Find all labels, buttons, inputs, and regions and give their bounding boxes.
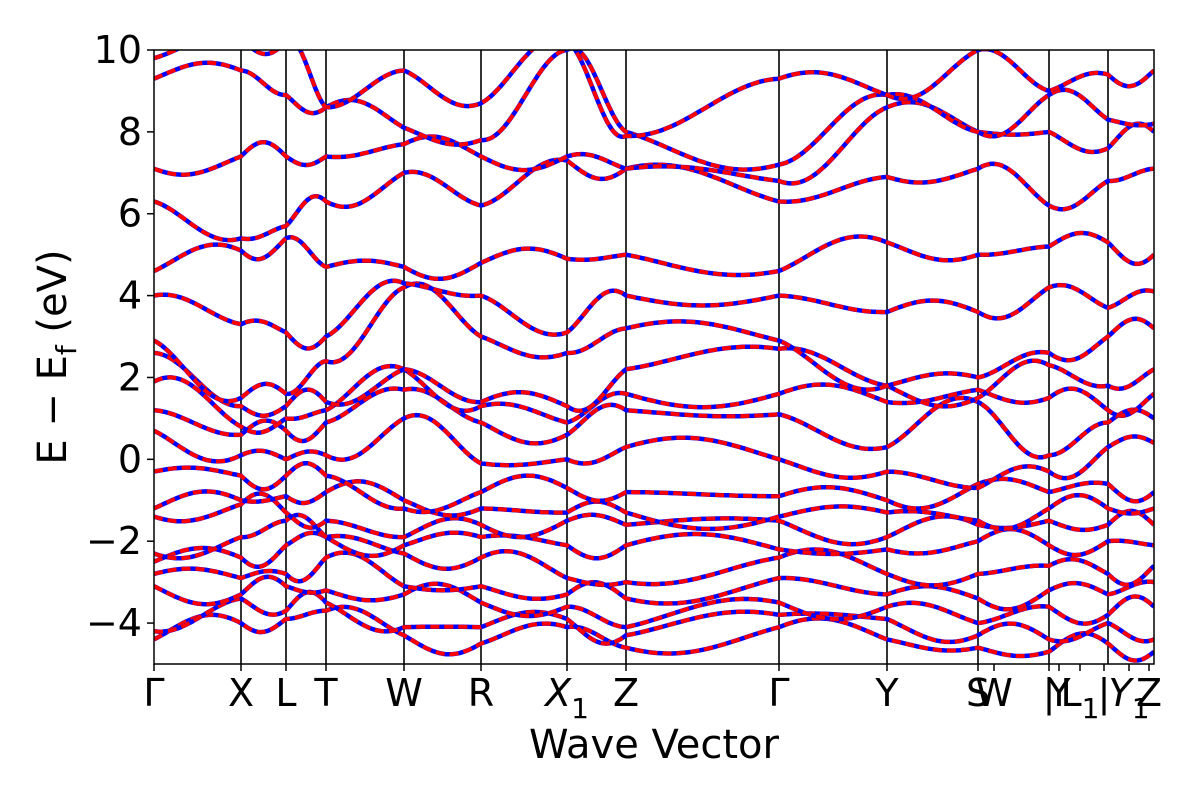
y-tick-label: 4 [118,274,142,318]
y-axis-label-sub: f [50,344,83,355]
y-tick-label: 10 [94,28,142,72]
x-tick-label: Γ [768,671,789,715]
band-line-red [154,100,1154,186]
x-tick-label: | [1098,671,1111,716]
x-tick-label: Y1 [1108,671,1149,725]
y-tick-label: 6 [118,192,142,236]
y-tick-label: −4 [86,601,142,645]
y-tick-label: 2 [118,355,142,399]
y-axis-ticks: −4 −2 0 2 4 6 8 10 [86,28,154,645]
x-axis-label: Wave Vector [529,722,780,768]
band-line-red [154,604,1154,663]
x-tick-label: W [385,671,423,715]
band-line-red [154,461,1154,514]
x-tick-label: L [275,671,296,715]
x-tick-label: R [468,671,494,715]
x-tick-label: S [966,671,990,715]
x-tick-label: L1 [1061,671,1100,725]
band-line-red [154,278,1154,351]
x-tick-label: T [313,671,338,715]
y-tick-label: −2 [86,519,142,563]
band-line-red [154,491,1154,547]
band-line-red [154,530,1154,588]
x-tick-label: | [1043,671,1056,716]
x-tick-label: Y [1046,671,1071,715]
x-tick-label: Z [613,671,639,715]
x-tick-label: X1 [543,671,589,725]
x-tick-label: Z [1136,671,1162,715]
band-lines [154,50,1154,663]
x-tick-label: Γ [143,671,164,715]
x-tick-label: Y [874,671,899,715]
y-tick-label: 8 [118,110,142,154]
y-axis-label-main: E − E [30,355,76,465]
band-line-red [154,281,1154,404]
y-axis-label: E − Ef (eV) [30,249,83,464]
band-line-red [154,344,1154,418]
band-line-red [154,50,1154,139]
band-line-red [154,231,1154,281]
band-line-red [154,386,1154,460]
band-line-red [154,589,1154,646]
x-tick-label: X [228,671,254,715]
kpoint-separators [240,50,1109,664]
band-line-red [154,50,1154,172]
plot-frame [153,49,1155,665]
y-tick-label: 0 [118,437,142,481]
band-line-red [154,574,1154,630]
band-line-red [154,157,1154,243]
x-tick-label: W [975,671,1013,715]
y-axis-label-tail: (eV) [30,249,76,345]
band-line-red [154,550,1154,612]
x-axis-ticks: Γ X L T W R X1 Z Γ Y SW |YL1|Y1Z [143,664,1162,725]
band-line-blue [154,412,1154,491]
